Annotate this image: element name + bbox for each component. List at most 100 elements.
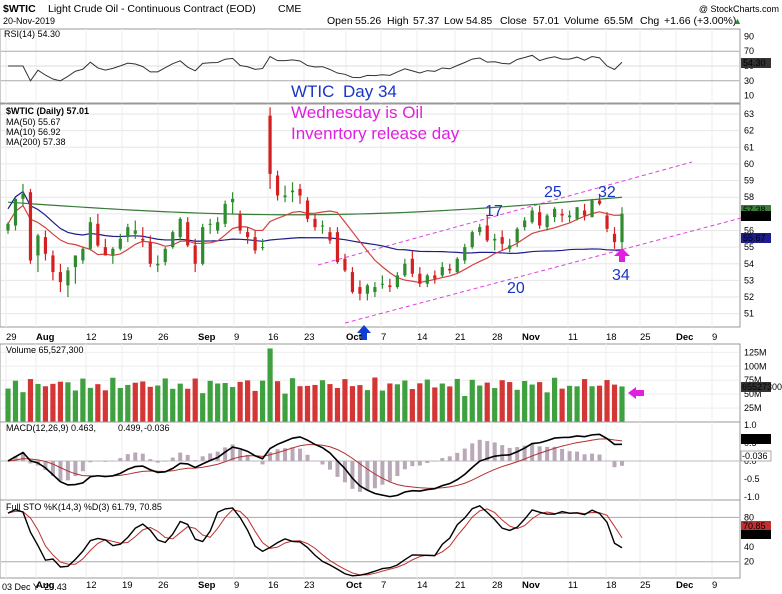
volume-bar [447,386,453,422]
x-axis-label: 21 [455,580,466,591]
high-value: 57.37 [413,15,439,27]
volume-bar [230,387,236,422]
x-axis-label: 21 [455,332,466,343]
candle-body [141,238,145,241]
x-axis-label: 14 [417,332,428,343]
volume-bar [170,388,176,422]
macd-histogram-bar [215,451,220,461]
macd-histogram-bar [410,461,415,467]
volume-bar [559,388,565,422]
candle-body [335,232,340,263]
macd-histogram-bar [605,460,610,462]
x-axis-label: 9 [712,580,717,591]
volume-bar [95,384,101,422]
macd-histogram-bar [245,454,250,461]
volume-bar [87,387,93,422]
candle-body [560,213,564,216]
volume-bar [552,377,558,422]
macd-panel: MACD(12,26,9) 0.463, 0.499, -0.036 1.0 0.… [0,420,772,502]
open-value: 55.26 [355,15,381,27]
macd-histogram-bar [170,457,175,461]
macd-histogram-bar [208,453,213,461]
candle-body [485,225,489,241]
macd-histogram-bar [223,447,228,461]
candle-body [380,283,384,285]
price-tick-label: 55 [744,242,754,252]
volume-bar [117,387,123,422]
volume-badge-bg [741,382,771,392]
volume-panel: Volume 65,527,300 125M 100M 75M 50M 25M 6552… [0,343,782,423]
sto-k-line [7,504,623,577]
volume-bar [140,381,146,422]
x-axis-top: 29 Aug 12 19 26 Sep 9 16 23 Oct 7 14 21 28 Nov 11 18 25 De… [6,332,717,343]
x-axis-label: 26 [158,580,169,591]
candle-body [448,268,452,271]
candle-body [246,232,250,238]
chg-label: Chg [640,15,659,27]
sto-tick-label: 20 [744,557,754,567]
macd-histogram-bar [455,452,460,461]
sto-label: Full STO %K(14,3) %D(3) 61.79, 70.85 [6,502,162,512]
x-axis-label: Nov [522,332,541,343]
candle-body [223,203,227,224]
low-value: 54.85 [466,15,492,27]
x-axis-label: 14 [417,580,428,591]
candle-body [133,230,137,234]
candle-body [567,215,572,218]
rsi-panel: RSI(14) 54.30 9070503010 54.30 [0,28,771,104]
volume-bar [424,379,430,422]
candle-body [373,287,377,293]
macd-histogram-bar [575,451,580,461]
rsi-line [8,54,623,82]
price-tick-label: 51 [744,309,754,319]
macd-histogram-bar [283,448,288,461]
annotation-title-day: Day 34 [343,82,397,101]
count-25: 25 [544,184,562,201]
x-axis-label: 12 [86,580,97,591]
macd-histogram-bar [417,461,422,466]
rsi-value-badge: 54.30 [743,58,766,68]
close-label: Close [500,15,527,27]
volume-bar [522,380,528,422]
volume-bar [35,383,41,422]
price-tick-label: 59 [744,176,754,186]
candle-body [313,218,317,228]
macd-histogram-bar [620,461,624,466]
volume-bar [132,382,138,422]
volume-tick-label: 125M [744,347,767,357]
x-axis-label: 23 [304,332,315,343]
volume-bar [469,379,475,422]
macd-histogram-bar [500,445,505,461]
volume-bar [147,386,153,422]
macd-histogram-bar [20,452,25,461]
macd-histogram-bar [530,443,535,461]
volume-bar [604,380,610,422]
volume-bar [589,386,595,422]
sto-d-line [7,508,623,576]
volume-bar [27,379,34,422]
volume-bar [477,385,483,422]
sto-panel: Full STO %K(14,3) %D(3) 61.79, 70.85 80 6… [0,499,771,579]
candle-body [66,270,70,286]
candle-body [13,198,18,226]
sto-d-badge-bg [741,521,771,530]
candle-body [253,237,257,251]
volume-panel-label: Volume 65,527,300 [6,345,84,355]
macd-histogram-bar [80,461,85,472]
macd-histogram-bar [73,461,78,477]
macd-histogram-bar [597,454,602,461]
macd-histogram-bar [372,461,377,489]
candle-body [43,237,48,254]
macd-histogram-bar [88,461,93,463]
price-tick-label: 61 [744,142,754,152]
count-17: 17 [485,203,503,220]
volume-bar [274,381,281,422]
volume-bar [327,384,333,422]
channel-lower-line [344,212,761,324]
candle-body [343,258,347,271]
left-arrow-icon-magenta [628,387,644,399]
price-panel: 63626160595857565554535251 $WTIC (Daily)… [0,82,771,340]
volume-bar [192,378,198,422]
x-axis-label: Sep [198,332,216,343]
open-label: Open [327,15,353,27]
